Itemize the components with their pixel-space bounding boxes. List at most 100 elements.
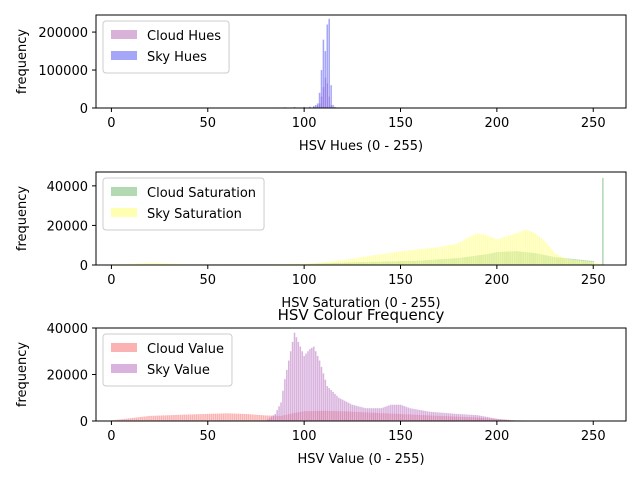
bar bbox=[345, 259, 348, 265]
bar bbox=[588, 261, 591, 265]
bar bbox=[291, 341, 294, 421]
bar bbox=[237, 413, 240, 421]
bar bbox=[376, 254, 379, 265]
bar bbox=[575, 260, 577, 265]
bar bbox=[413, 249, 415, 265]
bar bbox=[322, 39, 325, 108]
bar bbox=[324, 379, 327, 421]
bar bbox=[438, 247, 440, 265]
bar bbox=[139, 263, 142, 265]
x-tick-label: 150 bbox=[388, 273, 413, 288]
bar bbox=[363, 407, 365, 421]
bar bbox=[480, 415, 483, 421]
bar bbox=[118, 419, 120, 421]
bar bbox=[141, 416, 144, 421]
y-axis-label: frequency bbox=[15, 342, 30, 408]
bar bbox=[496, 418, 498, 421]
bar bbox=[332, 391, 334, 421]
bar bbox=[355, 257, 357, 265]
bar bbox=[519, 231, 521, 265]
bar bbox=[318, 262, 321, 265]
bar bbox=[187, 414, 190, 421]
bar bbox=[181, 263, 184, 265]
bar bbox=[338, 397, 340, 421]
bar bbox=[143, 262, 145, 265]
bar bbox=[544, 241, 546, 265]
bar bbox=[341, 399, 344, 421]
bar bbox=[530, 231, 533, 265]
bar bbox=[139, 417, 142, 421]
bar bbox=[307, 351, 309, 421]
bar bbox=[357, 406, 359, 421]
bar bbox=[359, 257, 361, 265]
bar bbox=[127, 263, 130, 265]
bar bbox=[525, 229, 527, 265]
bar bbox=[534, 233, 537, 265]
bar bbox=[156, 262, 159, 265]
bar bbox=[289, 351, 292, 421]
bar bbox=[116, 419, 118, 421]
bar bbox=[199, 414, 201, 421]
bar bbox=[131, 263, 134, 265]
bar bbox=[494, 238, 496, 265]
bar bbox=[309, 348, 311, 421]
bar bbox=[472, 414, 475, 421]
bar bbox=[546, 243, 548, 265]
bar bbox=[374, 408, 377, 421]
bar bbox=[222, 413, 224, 421]
bar bbox=[395, 404, 398, 421]
bar bbox=[488, 236, 490, 265]
bar bbox=[334, 393, 336, 422]
bar bbox=[445, 413, 448, 421]
bar bbox=[149, 415, 151, 421]
bar bbox=[471, 414, 473, 421]
bar bbox=[147, 262, 149, 265]
bar bbox=[478, 415, 481, 421]
bar bbox=[127, 418, 130, 421]
bar bbox=[482, 416, 485, 421]
bar bbox=[548, 246, 550, 265]
bar bbox=[183, 414, 186, 421]
bar bbox=[260, 415, 263, 421]
legend-label: Cloud Saturation bbox=[147, 186, 256, 201]
legend-label: Sky Saturation bbox=[147, 207, 242, 222]
bar bbox=[453, 413, 456, 421]
bar bbox=[405, 250, 408, 265]
x-tick-label: 50 bbox=[200, 273, 217, 288]
bar bbox=[172, 263, 174, 265]
bar bbox=[339, 260, 342, 265]
bar bbox=[498, 238, 500, 265]
bar bbox=[392, 404, 394, 421]
bar bbox=[365, 256, 367, 265]
bar bbox=[415, 249, 417, 265]
bar bbox=[149, 262, 151, 265]
x-axis-label: HSV Value (0 - 255) bbox=[297, 452, 424, 467]
bar bbox=[280, 402, 282, 421]
bar bbox=[295, 263, 298, 265]
bar bbox=[141, 263, 144, 265]
bar bbox=[521, 230, 523, 265]
bar bbox=[286, 369, 288, 421]
bar bbox=[384, 253, 386, 265]
bar bbox=[309, 263, 311, 265]
bar bbox=[447, 245, 450, 265]
bar bbox=[492, 417, 494, 421]
bar bbox=[561, 257, 564, 265]
bar bbox=[417, 409, 419, 421]
bar bbox=[465, 414, 467, 421]
bar bbox=[153, 415, 155, 421]
bar bbox=[413, 408, 415, 421]
bar bbox=[341, 260, 344, 265]
bar bbox=[131, 417, 134, 421]
bar bbox=[469, 414, 471, 421]
bar bbox=[174, 263, 176, 265]
bar bbox=[551, 250, 554, 265]
bar bbox=[455, 243, 458, 265]
series-3-2 bbox=[266, 332, 515, 422]
bar bbox=[366, 408, 369, 421]
bar bbox=[388, 405, 390, 421]
bar bbox=[403, 406, 406, 421]
bar bbox=[432, 247, 435, 265]
bar bbox=[274, 414, 277, 421]
bar bbox=[538, 236, 541, 265]
